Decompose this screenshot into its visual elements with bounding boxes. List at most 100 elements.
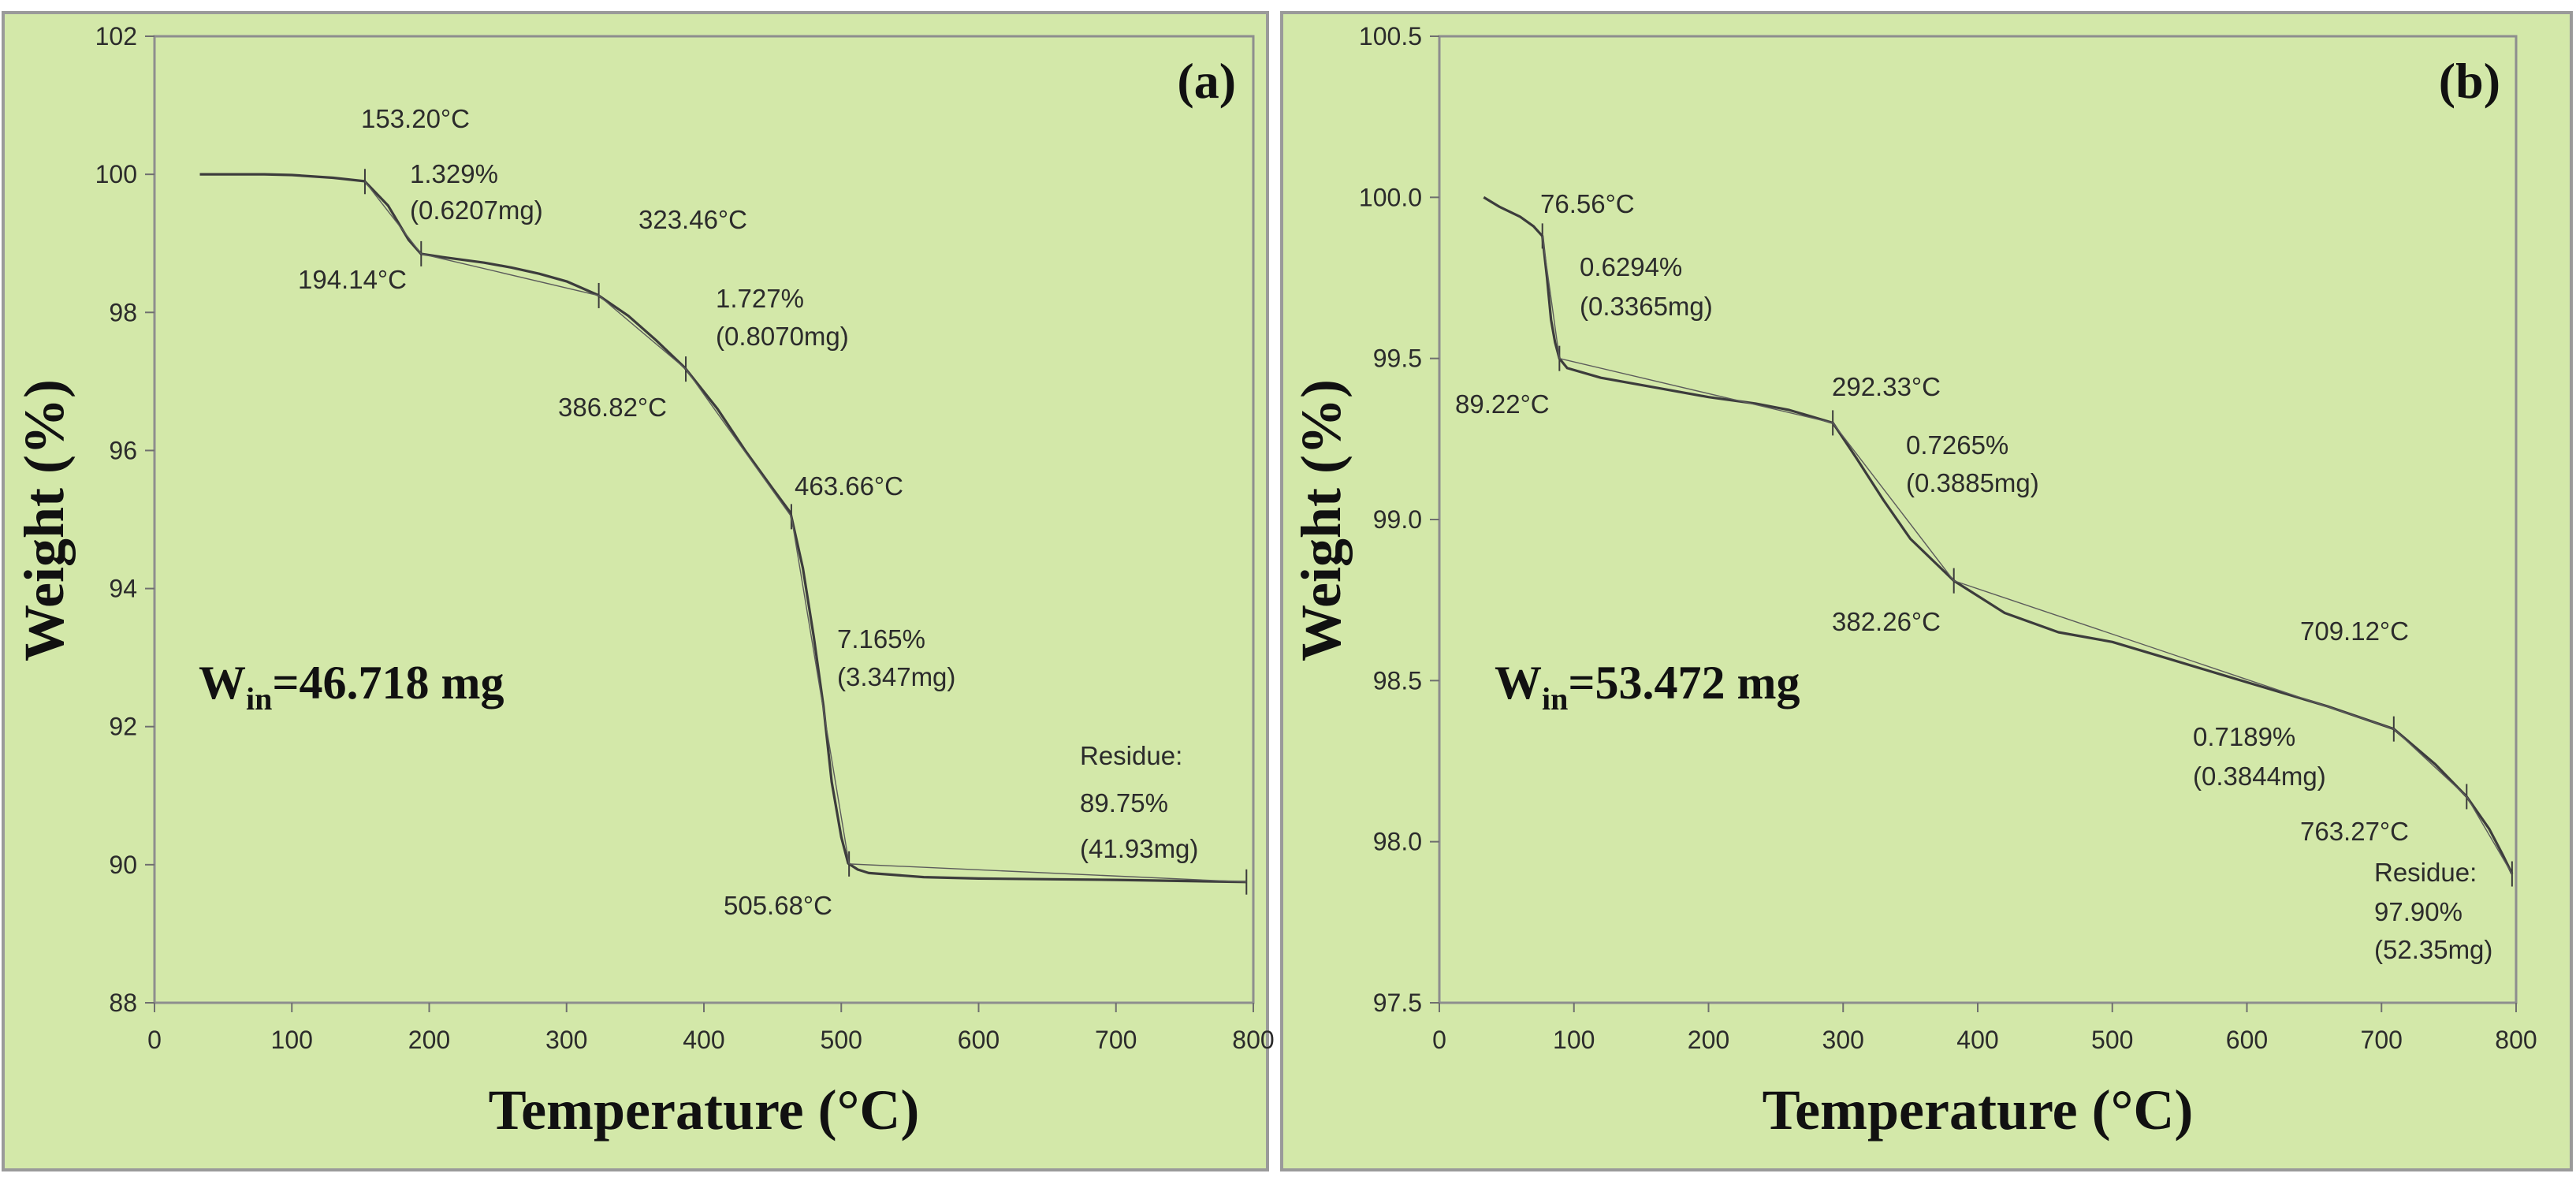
annotation-label: (52.35mg): [2374, 935, 2492, 964]
annotation-label: Residue:: [1080, 741, 1182, 770]
y-tick-label: 96: [109, 436, 137, 464]
annotation-label: 709.12°C: [2300, 616, 2409, 646]
y-tick-label: 97.5: [1373, 989, 1422, 1017]
panel-a-initial-weight-subscript: in: [246, 681, 272, 717]
panel-a-axes: 0 100 200 300 400 500 600 700 800 88 90 92 94 96 98 100…: [95, 22, 1275, 1054]
y-tick-label: 98: [109, 298, 137, 326]
tangent-line: [364, 181, 422, 255]
tangent-line: [685, 368, 792, 517]
x-tick-label: 200: [1688, 1026, 1729, 1054]
panel-b-initial-weight: Win=53.472 mg: [1495, 657, 1800, 717]
annotation-label: 89.22°C: [1455, 389, 1550, 419]
annotation-label: 1.727%: [716, 284, 804, 313]
x-tick-label: 500: [821, 1026, 862, 1054]
annotation-label: 763.27°C: [2300, 817, 2409, 846]
panel-a-initial-weight-value: =46.718 mg: [272, 657, 504, 709]
annotation-label: 153.20°C: [361, 104, 470, 133]
y-tick-label: 99.5: [1373, 345, 1422, 373]
y-tick-label: 100: [95, 160, 137, 188]
x-tick-label: 800: [2495, 1026, 2537, 1054]
tangent-line: [791, 516, 850, 864]
panel-a-initial-weight-symbol: W: [199, 657, 246, 709]
panel-a-initial-weight: Win=46.718 mg: [199, 657, 504, 717]
annotation-label: (41.93mg): [1080, 834, 1198, 863]
tangent-line: [421, 253, 599, 296]
annotation-label: (0.8070mg): [716, 322, 849, 351]
x-tick-label: 700: [1095, 1026, 1137, 1054]
y-tick-label: 98.5: [1373, 666, 1422, 695]
x-tick-label: 0: [147, 1026, 162, 1054]
x-tick-label: 600: [958, 1026, 1000, 1054]
panel-a-frame: [2, 11, 1269, 1171]
y-tick-label: 94: [109, 575, 137, 603]
tangent-line: [598, 295, 687, 370]
annotation-label: (3.347mg): [837, 662, 955, 691]
y-tick-label: 88: [109, 989, 137, 1017]
annotation-label: 0.7265%: [1906, 430, 2008, 460]
panel-b-axes: 0 100 200 300 400 500 600 700 800 97.5 98.0 98.5 99.…: [1359, 22, 2537, 1054]
tangent-line: [1542, 236, 1561, 359]
annotation-label: 76.56°C: [1540, 189, 1635, 218]
x-tick-label: 800: [1232, 1026, 1274, 1054]
x-tick-label: 700: [2361, 1026, 2403, 1054]
y-tick-label: 90: [109, 851, 137, 879]
x-tick-label: 300: [1822, 1026, 1864, 1054]
panel-b-initial-weight-symbol: W: [1495, 657, 1542, 709]
panel-b-series: [1483, 196, 2514, 887]
annotation-label: 463.66°C: [795, 471, 903, 501]
x-tick-label: 100: [1553, 1026, 1595, 1054]
annotation-label: (0.6207mg): [410, 196, 543, 225]
annotation-label: Residue:: [2374, 858, 2477, 887]
annotation-label: 0.6294%: [1580, 252, 1682, 281]
y-tick-label: 98.0: [1373, 828, 1422, 856]
y-tick-label: 100.0: [1359, 183, 1422, 211]
panel-a-label: (a): [1177, 53, 1236, 109]
panel-a-annotations: 153.20°C 1.329% (0.6207mg) 194.14°C 323.46°C…: [298, 104, 1198, 920]
x-tick-label: 0: [1432, 1026, 1446, 1054]
annotation-label: 97.90%: [2374, 897, 2462, 926]
y-tick-label: 102: [95, 22, 137, 50]
x-tick-label: 400: [1956, 1026, 1998, 1054]
x-tick-label: 600: [2226, 1026, 2268, 1054]
annotation-label: 7.165%: [837, 624, 925, 654]
panel-a-series: [199, 169, 1248, 895]
panel-b-initial-weight-subscript: in: [1542, 681, 1568, 717]
annotation-label: 292.33°C: [1832, 372, 1941, 401]
panel-b-y-axis-title: Weight (%): [1290, 379, 1353, 661]
panel-a-y-axis-title: Weight (%): [13, 379, 76, 661]
tangent-line: [849, 863, 1247, 883]
chart-panel-a: 0 100 200 300 400 500 600 700 800 88 90 92 94 96 98 100…: [2, 11, 1275, 1171]
x-tick-label: 100: [271, 1026, 313, 1054]
panel-a-x-axis-title: Temperature (°C): [489, 1078, 920, 1142]
tangent-line: [2393, 728, 2467, 797]
chart-panel-b: 0 100 200 300 400 500 600 700 800 97.5 98.0 98.5 99.…: [1280, 11, 2573, 1171]
y-tick-label: 100.5: [1359, 22, 1422, 50]
annotation-label: 323.46°C: [638, 205, 747, 234]
annotation-label: 505.68°C: [724, 891, 832, 920]
annotation-label: (0.3844mg): [2193, 762, 2326, 791]
panel-b-x-axis-title: Temperature (°C): [1763, 1078, 2194, 1142]
annotation-label: 0.7189%: [2193, 722, 2295, 751]
annotation-label: (0.3885mg): [1906, 468, 2039, 497]
y-tick-label: 99.0: [1373, 505, 1422, 534]
tangent-line: [1953, 579, 2395, 730]
x-tick-label: 300: [545, 1026, 587, 1054]
panel-b-annotations: 76.56°C 0.6294% (0.3365mg) 89.22°C 292.33°C 0…: [1455, 189, 2492, 964]
y-tick-label: 92: [109, 713, 137, 741]
x-tick-label: 200: [408, 1026, 450, 1054]
panel-b-initial-weight-value: =53.472 mg: [1568, 657, 1800, 709]
series-line: [199, 173, 1247, 884]
annotation-label: 386.82°C: [558, 393, 667, 422]
panel-b-frame: [1280, 11, 2573, 1171]
x-tick-label: 500: [2091, 1026, 2133, 1054]
tangent-line: [2466, 796, 2513, 874]
annotation-label: 194.14°C: [298, 265, 407, 294]
panel-b-label: (b): [2439, 53, 2500, 109]
tangent-line: [1832, 422, 1955, 582]
annotation-label: (0.3365mg): [1580, 292, 1713, 321]
annotation-label: 1.329%: [410, 159, 498, 188]
annotation-label: 89.75%: [1080, 788, 1168, 818]
tangent-line: [1559, 357, 1833, 424]
x-tick-label: 400: [683, 1026, 724, 1054]
